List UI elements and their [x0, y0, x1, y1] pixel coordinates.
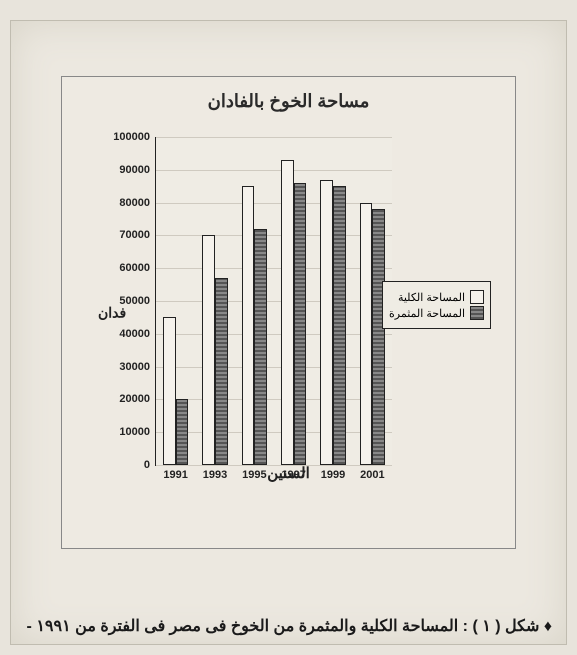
y-tick-label: 70000 [119, 229, 156, 241]
bar [281, 160, 294, 465]
gridline [156, 235, 392, 236]
bar [372, 209, 385, 465]
legend-swatch-icon [470, 290, 484, 304]
bar [254, 229, 267, 465]
gridline [156, 203, 392, 204]
legend-item: المساحة المثمرة [389, 306, 484, 320]
gridline [156, 170, 392, 171]
legend: المساحة الكلية المساحة المثمرة [382, 281, 491, 329]
y-tick-label: 90000 [119, 164, 156, 176]
y-tick-label: 20000 [119, 393, 156, 405]
y-tick-label: 10000 [119, 426, 156, 438]
y-tick-label: 30000 [119, 361, 156, 373]
x-axis-label: السنين [80, 464, 497, 482]
bar [163, 317, 176, 465]
y-tick-label: 50000 [119, 295, 156, 307]
legend-label: المساحة الكلية [398, 291, 465, 304]
gridline [156, 367, 392, 368]
y-tick-label: 80000 [119, 197, 156, 209]
bar [242, 186, 255, 465]
gridline [156, 399, 392, 400]
legend-swatch-icon [470, 306, 484, 320]
gridline [156, 137, 392, 138]
bar [294, 183, 307, 465]
gridline [156, 432, 392, 433]
bar [176, 399, 189, 465]
bar [360, 203, 373, 465]
y-tick-label: 60000 [119, 262, 156, 274]
gridline [156, 268, 392, 269]
plot-area: 0100002000030000400005000060000700008000… [155, 137, 392, 466]
legend-item: المساحة الكلية [389, 290, 484, 304]
gridline [156, 334, 392, 335]
y-tick-label: 100000 [113, 131, 156, 143]
figure-caption: ♦ شكل ( ١ ) : المساحة الكلية والمثمرة من… [11, 616, 566, 636]
bar [333, 186, 346, 465]
chart-frame: مساحة الخوخ بالفادان فدان 01000020000300… [61, 76, 516, 549]
bar [320, 180, 333, 465]
page: مساحة الخوخ بالفادان فدان 01000020000300… [10, 20, 567, 645]
bar [202, 235, 215, 465]
legend-label: المساحة المثمرة [389, 307, 465, 320]
plot-wrap: فدان 01000020000300004000050000600007000… [80, 137, 497, 488]
chart-title: مساحة الخوخ بالفادان [62, 91, 515, 112]
gridline [156, 301, 392, 302]
bar [215, 278, 228, 465]
y-tick-label: 40000 [119, 328, 156, 340]
